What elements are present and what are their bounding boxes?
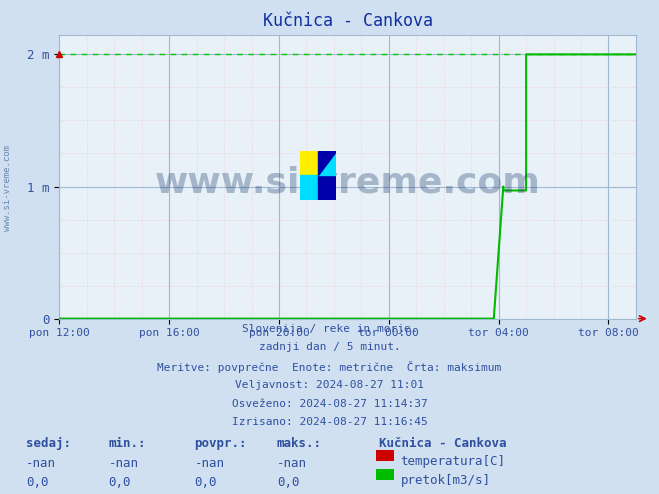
Bar bbox=[300, 151, 318, 175]
Text: -nan: -nan bbox=[194, 457, 225, 470]
Text: -nan: -nan bbox=[26, 457, 57, 470]
Text: zadnji dan / 5 minut.: zadnji dan / 5 minut. bbox=[258, 342, 401, 352]
Text: Izrisano: 2024-08-27 11:16:45: Izrisano: 2024-08-27 11:16:45 bbox=[231, 417, 428, 427]
Bar bbox=[300, 175, 318, 200]
Text: -nan: -nan bbox=[109, 457, 139, 470]
Text: Slovenija / reke in morje.: Slovenija / reke in morje. bbox=[242, 324, 417, 333]
Text: www.si-vreme.com: www.si-vreme.com bbox=[3, 145, 13, 231]
Bar bbox=[318, 175, 336, 200]
Polygon shape bbox=[318, 151, 336, 175]
Title: Kučnica - Cankova: Kučnica - Cankova bbox=[263, 12, 432, 30]
Text: min.:: min.: bbox=[109, 437, 146, 450]
Text: Meritve: povprečne  Enote: metrične  Črta: maksimum: Meritve: povprečne Enote: metrične Črta:… bbox=[158, 361, 501, 373]
Text: pretok[m3/s]: pretok[m3/s] bbox=[401, 474, 491, 487]
Text: www.si-vreme.com: www.si-vreme.com bbox=[155, 165, 540, 199]
Text: 0,0: 0,0 bbox=[194, 476, 217, 489]
Text: Osveženo: 2024-08-27 11:14:37: Osveženo: 2024-08-27 11:14:37 bbox=[231, 399, 428, 409]
Text: sedaj:: sedaj: bbox=[26, 437, 71, 450]
Text: Veljavnost: 2024-08-27 11:01: Veljavnost: 2024-08-27 11:01 bbox=[235, 380, 424, 390]
Text: povpr.:: povpr.: bbox=[194, 437, 247, 450]
Text: -nan: -nan bbox=[277, 457, 307, 470]
Text: 0,0: 0,0 bbox=[109, 476, 131, 489]
Text: 0,0: 0,0 bbox=[277, 476, 299, 489]
Text: maks.:: maks.: bbox=[277, 437, 322, 450]
Text: 0,0: 0,0 bbox=[26, 476, 49, 489]
Polygon shape bbox=[318, 151, 336, 175]
Text: temperatura[C]: temperatura[C] bbox=[401, 455, 505, 468]
Text: Kučnica - Cankova: Kučnica - Cankova bbox=[379, 437, 506, 450]
